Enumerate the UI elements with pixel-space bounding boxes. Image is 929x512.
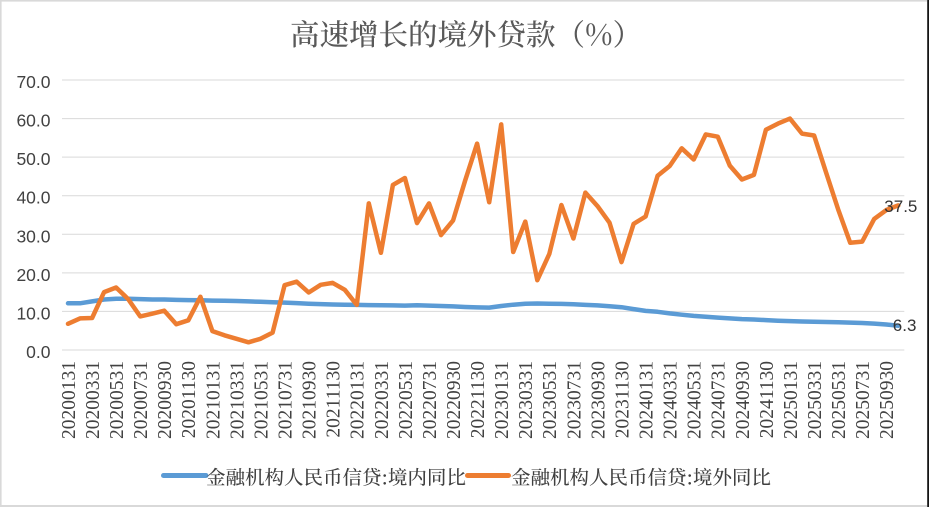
svg-text:20250731: 20250731: [853, 361, 874, 439]
svg-text:60.0: 60.0: [16, 111, 50, 131]
svg-text:20210731: 20210731: [276, 361, 297, 439]
svg-text:20220731: 20220731: [420, 361, 441, 439]
svg-text:20250331: 20250331: [805, 361, 826, 439]
svg-text:40.0: 40.0: [16, 188, 50, 208]
svg-text:10.0: 10.0: [16, 303, 50, 323]
svg-text:20250531: 20250531: [829, 361, 850, 439]
svg-text:20200930: 20200930: [155, 361, 176, 439]
svg-text:20200731: 20200731: [131, 361, 152, 439]
svg-text:20200531: 20200531: [107, 361, 128, 439]
svg-text:20210930: 20210930: [300, 361, 321, 439]
svg-text:20220331: 20220331: [372, 361, 393, 439]
svg-text:20231130: 20231130: [612, 361, 633, 438]
svg-text:37.5: 37.5: [884, 197, 917, 216]
svg-text:20220531: 20220531: [396, 361, 417, 439]
svg-text:20230331: 20230331: [516, 361, 537, 439]
svg-text:20211130: 20211130: [324, 361, 345, 438]
svg-text:50.0: 50.0: [16, 149, 50, 169]
svg-text:20240131: 20240131: [637, 361, 658, 439]
svg-text:0.0: 0.0: [26, 342, 51, 362]
svg-text:20210131: 20210131: [203, 361, 224, 439]
svg-text:6.3: 6.3: [893, 316, 917, 335]
svg-text:20240531: 20240531: [685, 361, 706, 439]
svg-text:20240331: 20240331: [661, 361, 682, 439]
svg-text:20210531: 20210531: [251, 361, 272, 439]
svg-text:20200131: 20200131: [59, 361, 80, 439]
svg-text:20230731: 20230731: [564, 361, 585, 439]
svg-text:30.0: 30.0: [16, 226, 50, 246]
svg-text:20220131: 20220131: [348, 361, 369, 439]
svg-text:20210331: 20210331: [227, 361, 248, 439]
svg-text:20221130: 20221130: [468, 361, 489, 438]
svg-text:70.0: 70.0: [16, 72, 50, 92]
svg-text:20200331: 20200331: [83, 361, 104, 439]
svg-text:20240731: 20240731: [709, 361, 730, 439]
svg-text:20241130: 20241130: [757, 361, 778, 438]
svg-text:20240930: 20240930: [733, 361, 754, 439]
svg-text:20250930: 20250930: [877, 361, 898, 439]
svg-text:20201130: 20201130: [179, 361, 200, 438]
svg-text:20.0: 20.0: [16, 265, 50, 285]
svg-text:20230930: 20230930: [588, 361, 609, 439]
svg-text:20250131: 20250131: [781, 361, 802, 439]
svg-text:20220930: 20220930: [444, 361, 465, 439]
svg-text:20230131: 20230131: [492, 361, 513, 439]
svg-text:20230531: 20230531: [540, 361, 561, 439]
